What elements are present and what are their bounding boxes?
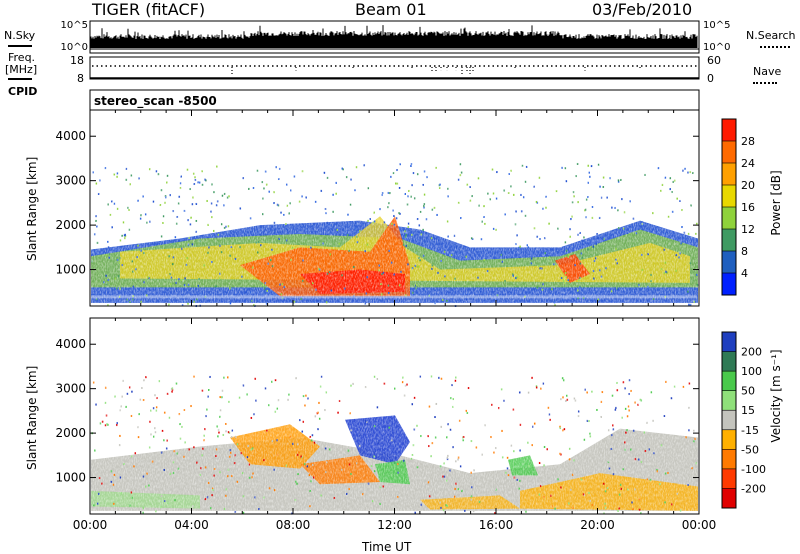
power-colorbar-swatch <box>722 273 736 296</box>
power-colorbar-swatch <box>722 119 736 142</box>
velocity-panel: 4000 3000 2000 1000 00:00 04:00 08:00 12:00 16:… <box>55 317 717 532</box>
velocity-colorbar-swatch <box>722 410 736 431</box>
velocity-yticks: 4000 3000 2000 1000 <box>55 337 699 485</box>
nsky-bars <box>90 25 698 48</box>
power-colorbar-tick-label: 16 <box>741 201 755 214</box>
power-yticks: 4000 3000 2000 1000 <box>55 129 699 277</box>
nsearch-tick-bottom: 10^0 <box>703 42 730 53</box>
velocity-colorbar-tick-label: 100 <box>741 365 762 378</box>
power-colorbar-tick-label: 24 <box>741 157 755 170</box>
velocity-colorbar-swatch <box>722 390 736 411</box>
nsky-strip: 10^5 10^0 10^5 10^0 <box>61 20 730 54</box>
power-colorbar-swatch <box>722 251 736 274</box>
power-colorbar-swatch <box>722 207 736 230</box>
power-panel: 4000 3000 2000 1000 <box>55 109 700 308</box>
nsearch-tick-top: 10^5 <box>703 20 730 31</box>
velocity-colorbar-tick-label: 50 <box>741 385 755 398</box>
x-tick-label: 04:00 <box>174 518 209 532</box>
x-tick-label: 00:00 <box>73 518 108 532</box>
velocity-colorbar-frame <box>721 331 737 509</box>
y-tick-label: 2000 <box>55 426 86 440</box>
velocity-colorbar-tick-label: -15 <box>741 424 759 437</box>
nave-marks <box>231 67 641 76</box>
freq-legend-line <box>8 78 32 80</box>
power-colorbar-tick-label: 8 <box>741 245 748 258</box>
velocity-xticks: 00:00 04:00 08:00 12:00 16:00 20:00 00:00 <box>73 318 717 532</box>
date-title: 03/Feb/2010 <box>592 0 693 19</box>
nsearch-legend-dots <box>760 46 790 48</box>
freq-strip: 18 8 60 0 <box>70 54 721 85</box>
power-xticks <box>89 110 700 306</box>
velocity-colorbar-swatch <box>722 429 736 450</box>
velocity-colorbar-swatch <box>722 488 736 509</box>
x-tick-label: 20:00 <box>580 518 615 532</box>
x-tick-label: 00:00 <box>682 518 717 532</box>
power-speckle <box>90 110 699 306</box>
power-colorbar-swatch <box>722 185 736 208</box>
power-colorbar: 28 24 20 16 12 8 4 <box>721 118 755 296</box>
cpid-strip: stereo_scan -8500 <box>89 89 700 111</box>
velocity-colorbar-swatch <box>722 468 736 489</box>
velocity-colorbar-tick-label: 15 <box>741 404 755 417</box>
freq-label-line2: [MHz] <box>5 63 38 76</box>
y-tick-label: 4000 <box>55 337 86 351</box>
y-tick-label: 1000 <box>55 263 86 277</box>
velocity-colorbar-tick-label: -50 <box>741 443 759 456</box>
x-tick-label: 08:00 <box>276 518 311 532</box>
nsky-tick-top: 10^5 <box>61 20 88 31</box>
freq-label-line1: Freq. <box>8 51 36 64</box>
velocity-colorbar-swatch <box>722 371 736 392</box>
beam-title: Beam 01 <box>355 0 427 19</box>
freq-tick-top: 18 <box>70 54 84 67</box>
power-colorbar-swatch <box>722 141 736 164</box>
y-tick-label: 1000 <box>55 471 86 485</box>
power-colorbar-swatch <box>722 163 736 186</box>
power-colorbar-tick-label: 20 <box>741 179 755 192</box>
velocity-colorbar-swatch <box>722 332 736 353</box>
nave-tick-top: 60 <box>707 54 721 67</box>
velocity-colorbar-swatch <box>722 449 736 470</box>
nsky-legend-line <box>8 45 32 47</box>
nsky-tick-bottom: 10^0 <box>61 42 88 53</box>
nave-tick-bottom: 0 <box>707 72 714 85</box>
freq-tick-bottom: 8 <box>77 72 84 85</box>
velocity-colorbar-tick-label: 200 <box>741 346 762 359</box>
velocity-colorbar-tick-label: -200 <box>741 482 766 495</box>
nave-label: Nave <box>753 65 782 78</box>
velocity-speckle <box>90 318 699 514</box>
nsearch-label: N.Search <box>746 29 796 42</box>
y-tick-label: 4000 <box>55 129 86 143</box>
power-colorbar-swatch <box>722 229 736 252</box>
x-axis-title: Time UT <box>362 540 412 554</box>
x-tick-label: 16:00 <box>479 518 514 532</box>
power-colorbar-tick-label: 4 <box>741 267 748 280</box>
y-tick-label: 3000 <box>55 382 86 396</box>
velocity-colorbar-tick-label: -100 <box>741 463 766 476</box>
nsky-label: N.Sky <box>4 29 36 42</box>
y-tick-label: 2000 <box>55 218 86 232</box>
cpid-label: CPID <box>8 85 38 98</box>
velocity-colorbar-swatch <box>722 351 736 372</box>
velocity-colorbar: 200 100 50 15 -15 -50 -100 -200 <box>721 331 766 509</box>
cpid-value: stereo_scan -8500 <box>94 94 217 109</box>
x-tick-label: 12:00 <box>377 518 412 532</box>
y-tick-label: 3000 <box>55 174 86 188</box>
radar-title: TIGER (fitACF) <box>92 0 206 19</box>
power-colorbar-tick-label: 12 <box>741 223 755 236</box>
nave-legend-dots <box>753 82 777 84</box>
power-colorbar-tick-label: 28 <box>741 135 755 148</box>
